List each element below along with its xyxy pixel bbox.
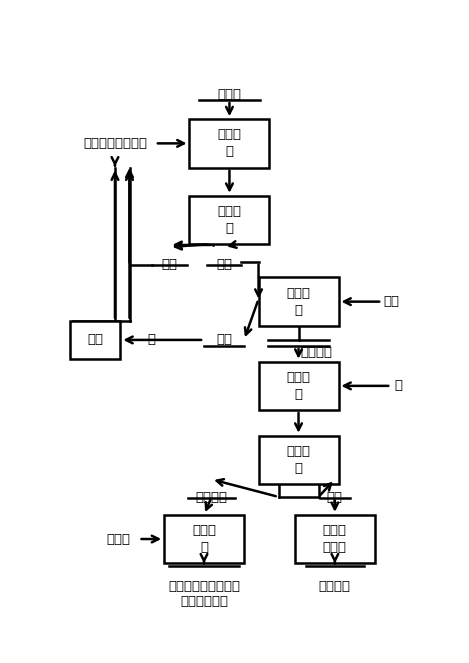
Text: 提取分
离: 提取分 离	[192, 524, 216, 554]
Bar	[258, 277, 339, 326]
Bar	[69, 321, 121, 359]
Text: 焙烧物料: 焙烧物料	[300, 346, 333, 359]
Bar	[295, 514, 375, 564]
Text: 气体: 气体	[216, 333, 232, 347]
Bar	[189, 119, 269, 168]
Text: 固液分
离: 固液分 离	[287, 445, 310, 475]
Text: 吸收: 吸收	[87, 333, 103, 347]
Text: 混合焙
烧: 混合焙 烧	[287, 286, 310, 317]
Bar	[258, 361, 339, 410]
Bar	[258, 436, 339, 484]
Text: 锂矿石: 锂矿石	[218, 88, 242, 101]
Text: 滤渣: 滤渣	[327, 491, 343, 503]
Text: 固液分
离: 固液分 离	[218, 205, 242, 235]
Text: 水: 水	[147, 333, 155, 347]
Bar	[164, 514, 244, 564]
Text: 浸出反
应: 浸出反 应	[287, 371, 310, 401]
Text: 含锂滤液: 含锂滤液	[195, 491, 227, 503]
Bar	[189, 196, 269, 244]
Text: 滤液: 滤液	[161, 258, 177, 271]
Text: 氟硅酸、硫酸、水: 氟硅酸、硫酸、水	[83, 137, 147, 150]
Text: 石英产品: 石英产品	[319, 580, 351, 593]
Text: 沉淀剂: 沉淀剂	[106, 532, 130, 546]
Text: 搅拌反
应: 搅拌反 应	[218, 129, 242, 158]
Text: 水: 水	[394, 379, 402, 392]
Text: 洗涤过
滤干燥: 洗涤过 滤干燥	[323, 524, 347, 554]
Text: 锂盐、钠盐、钾盐、
铝盐、铷铯盐: 锂盐、钠盐、钾盐、 铝盐、铷铯盐	[168, 580, 240, 608]
Text: 硫酸: 硫酸	[383, 295, 399, 308]
Text: 滤渣: 滤渣	[216, 258, 232, 271]
